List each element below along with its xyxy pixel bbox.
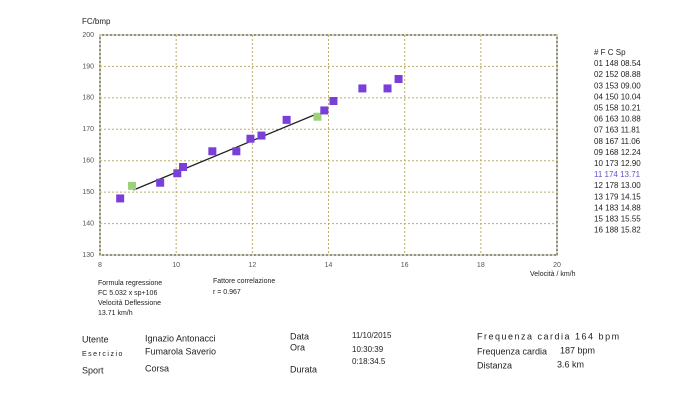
table-row: 03 153 09.00	[594, 81, 641, 90]
point	[320, 106, 329, 115]
point	[246, 134, 255, 143]
correlation-value: r = 0.967	[213, 289, 241, 296]
x-tick-label: 12	[248, 262, 256, 269]
info-value: 0:18:34.5	[352, 357, 386, 366]
info-label: Data	[290, 331, 309, 341]
y-axis-label: FC/bmp	[82, 17, 111, 26]
info-value: Corsa	[145, 363, 169, 373]
x-tick-label: 18	[477, 262, 485, 269]
table-row: 16 188 15.82	[594, 226, 641, 235]
table-row: 07 163 11.81	[594, 126, 641, 135]
table-row: 15 183 15.55	[594, 215, 641, 224]
table-row: 12 178 13.00	[594, 181, 641, 190]
table-row: 02 152 08.88	[594, 70, 641, 79]
deflection-value: 13.71 km/h	[98, 310, 133, 317]
point	[313, 112, 322, 121]
point	[329, 97, 338, 105]
hr-average: Frequenza cardia 164 bpm	[477, 331, 621, 341]
deflection-label: Velocità Deflessione	[98, 300, 161, 307]
table-row: 13 179 14.15	[594, 192, 641, 201]
table-row: 01 148 08.54	[594, 59, 641, 68]
x-tick-label: 10	[172, 262, 180, 269]
point	[383, 84, 392, 93]
info-value: Ignazio Antonacci	[145, 333, 216, 343]
table-row: 08 167 11.06	[594, 137, 641, 146]
point	[127, 181, 136, 190]
point	[156, 178, 165, 187]
x-tick-label: 8	[98, 262, 102, 269]
info-label: Durata	[290, 364, 317, 374]
point	[394, 75, 403, 83]
x-tick-label: 20	[553, 262, 561, 269]
point	[208, 147, 217, 156]
y-tick-label: 130	[82, 252, 94, 259]
point	[173, 169, 182, 178]
x-tick-label: 14	[325, 262, 333, 269]
info-value: 10:30:39	[352, 345, 384, 354]
regression-formula: FC 5.032 x sp+106	[98, 290, 157, 297]
table-row: 05 158 10.21	[594, 104, 641, 113]
point	[282, 115, 291, 124]
y-tick-label: 180	[82, 95, 94, 102]
point	[232, 147, 241, 156]
y-tick-label: 140	[82, 220, 94, 227]
info-value: 3.6 km	[557, 359, 584, 369]
info-value: 11/10/2015	[352, 331, 392, 340]
point	[358, 84, 367, 93]
y-tick-label: 170	[82, 126, 94, 133]
y-tick-label: 190	[82, 63, 94, 70]
point	[116, 194, 125, 203]
info-label: Ora	[290, 342, 305, 352]
y-tick-label: 160	[82, 158, 94, 165]
info-value: Fumarola Saverio	[145, 346, 216, 356]
x-axis-label: Velocità / km/h	[530, 271, 576, 278]
regression-label: Formula regressione	[98, 280, 162, 287]
y-tick-label: 200	[82, 32, 94, 39]
table-row: 11 174 13.71	[594, 170, 641, 179]
table-row: 14 183 14.88	[594, 203, 641, 212]
table-row: 04 150 10.04	[594, 92, 641, 101]
info-label: Sport	[82, 365, 104, 375]
info-label: Distanza	[477, 360, 512, 370]
table-row: 10 173 12.90	[594, 159, 641, 168]
table-row: 06 163 10.88	[594, 115, 641, 124]
trend-line	[133, 113, 318, 191]
info-label: Frequenza cardia	[477, 346, 547, 356]
table-row: 09 168 12.24	[594, 148, 641, 157]
point	[179, 163, 188, 171]
correlation-label: Fattore correlazione	[213, 278, 275, 285]
point	[257, 131, 266, 140]
info-value: 187 bpm	[560, 345, 595, 355]
table-header: # F C Sp	[594, 48, 626, 57]
info-label: Esercizio	[82, 351, 124, 358]
y-tick-label: 150	[82, 189, 94, 196]
info-label: Utente	[82, 334, 109, 344]
x-tick-label: 16	[401, 262, 409, 269]
